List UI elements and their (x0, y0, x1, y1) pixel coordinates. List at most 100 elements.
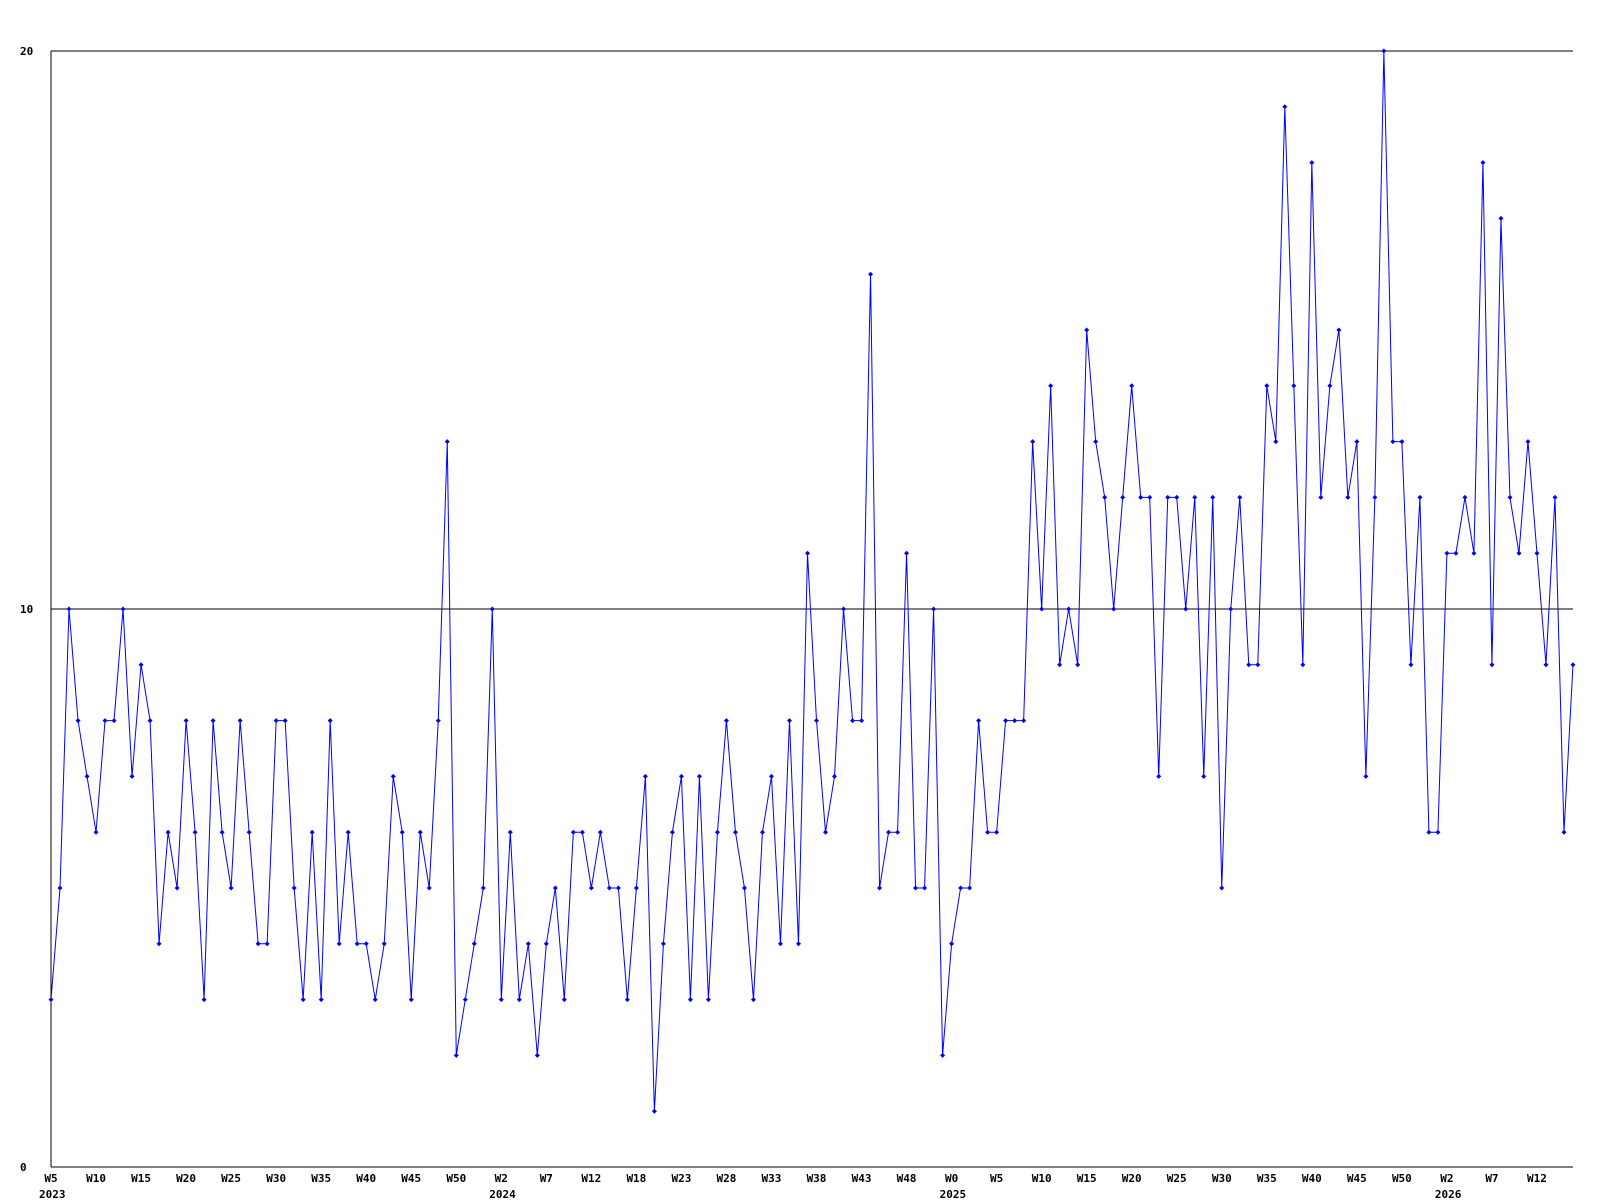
data-point (1561, 829, 1567, 835)
data-point (814, 718, 820, 724)
data-point (192, 829, 198, 835)
data-point (741, 885, 747, 891)
data-point (696, 773, 702, 779)
data-point (1057, 662, 1063, 668)
data-point (471, 941, 477, 947)
data-point (1318, 494, 1324, 500)
data-point (1444, 550, 1450, 556)
data-point (534, 1052, 540, 1058)
data-point (1048, 383, 1054, 389)
data-point (570, 829, 576, 835)
data-point (1210, 494, 1216, 500)
data-point (48, 997, 54, 1003)
y-tick-label: 10 (20, 603, 33, 616)
data-point (1408, 662, 1414, 668)
data-point (1219, 885, 1225, 891)
data-point (1399, 439, 1405, 445)
data-point (895, 829, 901, 835)
data-point (1066, 606, 1072, 612)
data-point (759, 829, 765, 835)
data-point (868, 271, 874, 277)
data-point (1093, 439, 1099, 445)
data-point (210, 718, 216, 724)
data-point (1282, 104, 1288, 110)
x-tick-label: W45 (1347, 1172, 1367, 1185)
data-point (273, 718, 279, 724)
data-point (444, 439, 450, 445)
data-point (1570, 662, 1576, 668)
data-point (1012, 718, 1018, 724)
data-point (877, 885, 883, 891)
data-point (606, 885, 612, 891)
x-tick-label: W20 (176, 1172, 196, 1185)
data-point (1264, 383, 1270, 389)
data-point (1138, 494, 1144, 500)
data-point (804, 550, 810, 556)
data-point (102, 718, 108, 724)
data-point (327, 718, 333, 724)
x-tick-label: W2 (1440, 1172, 1453, 1185)
data-point (1201, 773, 1207, 779)
year-label: 2024 (489, 1188, 516, 1200)
data-line (50, 50, 1574, 1112)
data-point (1174, 494, 1180, 500)
data-point (678, 773, 684, 779)
data-point (309, 829, 315, 835)
data-point (1291, 383, 1297, 389)
data-point (66, 606, 72, 612)
data-point (1471, 550, 1477, 556)
data-point (1417, 494, 1423, 500)
x-tick-label: W38 (807, 1172, 827, 1185)
data-point (138, 662, 144, 668)
x-tick-label: W10 (86, 1172, 106, 1185)
data-point (1165, 494, 1171, 500)
data-point (669, 829, 675, 835)
data-point (795, 941, 801, 947)
x-tick-label: W35 (1257, 1172, 1277, 1185)
x-tick-label: W5 (990, 1172, 1003, 1185)
data-point (732, 829, 738, 835)
year-label: 2026 (1435, 1188, 1462, 1200)
data-point (156, 941, 162, 947)
data-point (318, 997, 324, 1003)
data-point (1516, 550, 1522, 556)
data-point (426, 885, 432, 891)
data-point (723, 718, 729, 724)
data-point (390, 773, 396, 779)
data-point (255, 941, 261, 947)
data-point (940, 1052, 946, 1058)
data-point (1237, 494, 1243, 500)
data-point (237, 718, 243, 724)
data-point (165, 829, 171, 835)
data-point (615, 885, 621, 891)
data-point (1003, 718, 1009, 724)
data-point (1102, 494, 1108, 500)
data-point (111, 718, 117, 724)
data-point (435, 718, 441, 724)
x-tick-label: W15 (131, 1172, 151, 1185)
data-point (129, 773, 135, 779)
data-point (1390, 439, 1396, 445)
data-point (417, 829, 423, 835)
data-point (1372, 494, 1378, 500)
data-point (1453, 550, 1459, 556)
x-tick-label: W12 (1527, 1172, 1547, 1185)
data-point (408, 997, 414, 1003)
data-point (219, 829, 225, 835)
data-point (1552, 494, 1558, 500)
data-point (120, 606, 126, 612)
data-point (291, 885, 297, 891)
x-tick-label: W25 (221, 1172, 241, 1185)
data-point (1327, 383, 1333, 389)
data-point (1156, 773, 1162, 779)
data-point (561, 997, 567, 1003)
data-point (1345, 494, 1351, 500)
data-point (381, 941, 387, 947)
data-point (264, 941, 270, 947)
data-point (922, 885, 928, 891)
data-point (1111, 606, 1117, 612)
data-point (750, 997, 756, 1003)
data-point (372, 997, 378, 1003)
data-point (282, 718, 288, 724)
